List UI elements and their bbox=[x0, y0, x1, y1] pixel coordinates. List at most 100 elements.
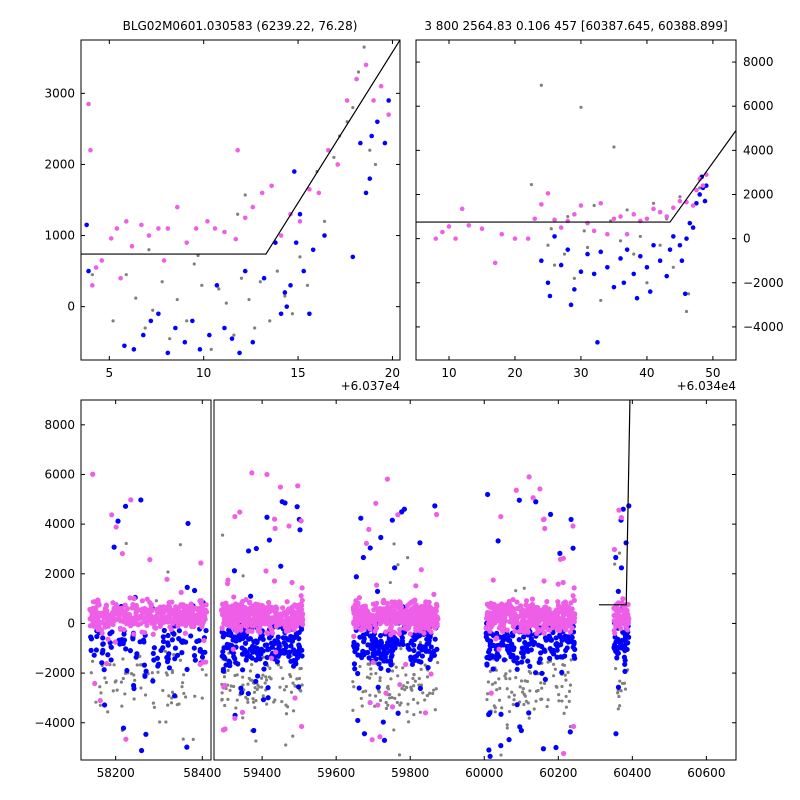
blue-point bbox=[291, 169, 297, 174]
blue-point bbox=[595, 340, 600, 345]
blue-point bbox=[432, 636, 438, 642]
gray-point bbox=[523, 694, 527, 698]
pink-point bbox=[178, 621, 185, 627]
gray-point bbox=[284, 712, 289, 716]
gray-point bbox=[278, 685, 282, 689]
gray-point bbox=[232, 684, 236, 689]
pink-point bbox=[129, 605, 135, 611]
pink-point bbox=[354, 76, 359, 82]
pink-point bbox=[490, 577, 496, 583]
pink-point bbox=[380, 606, 387, 612]
blue-point bbox=[100, 635, 106, 641]
pink-point bbox=[103, 602, 110, 608]
gray-point bbox=[284, 684, 288, 689]
blue-point bbox=[297, 211, 303, 217]
blue-point bbox=[365, 642, 371, 648]
x-tick-label: 58200 bbox=[97, 766, 135, 780]
gray-point bbox=[246, 784, 249, 787]
blue-point bbox=[229, 336, 235, 341]
gray-point bbox=[366, 662, 370, 666]
blue-point bbox=[612, 634, 618, 640]
pink-point bbox=[203, 659, 209, 665]
blue-point bbox=[272, 640, 278, 647]
gray-point bbox=[275, 269, 279, 273]
pink-point bbox=[269, 607, 276, 613]
gray-point bbox=[254, 739, 258, 743]
gray-point bbox=[562, 252, 567, 256]
gray-point bbox=[384, 700, 388, 705]
gray-point bbox=[522, 702, 526, 707]
axes-frame bbox=[80, 399, 212, 761]
pink-point bbox=[557, 556, 564, 562]
pink-point bbox=[325, 147, 331, 153]
pink-point bbox=[104, 608, 110, 614]
panel-top-right: 10 20 30 40 50 −4000 −2000 0 2000 4000 6000 8000 +6.… bbox=[415, 39, 784, 393]
blue-point bbox=[124, 667, 130, 674]
blue-point bbox=[378, 534, 384, 541]
pink-point bbox=[623, 623, 629, 629]
blue-point bbox=[261, 666, 267, 672]
blue-point bbox=[352, 666, 358, 672]
gray-point bbox=[486, 692, 490, 696]
pink-point bbox=[700, 183, 706, 188]
gray-point bbox=[485, 697, 489, 702]
pink-point bbox=[618, 625, 624, 631]
gray-point bbox=[557, 699, 561, 703]
gray-point bbox=[261, 694, 265, 698]
pink-point bbox=[252, 614, 259, 621]
pink-point bbox=[405, 622, 411, 628]
blue-point bbox=[679, 258, 685, 263]
gray-point bbox=[351, 105, 355, 110]
blue-point bbox=[265, 685, 271, 691]
gray-point bbox=[396, 674, 400, 678]
gray-point bbox=[386, 703, 390, 707]
gray-point bbox=[295, 677, 299, 681]
blue-point bbox=[176, 628, 182, 634]
gray-point bbox=[241, 716, 245, 720]
pink-point bbox=[255, 602, 261, 608]
gray-point bbox=[388, 580, 392, 585]
gray-point bbox=[503, 674, 507, 678]
pink-point bbox=[264, 471, 270, 478]
blue-point bbox=[553, 635, 559, 641]
blue-point bbox=[297, 527, 303, 533]
gray-point bbox=[369, 667, 373, 671]
gray-point bbox=[434, 687, 438, 691]
blue-point bbox=[99, 660, 105, 666]
pink-point bbox=[168, 611, 174, 617]
gray-point bbox=[532, 707, 536, 711]
pink-point bbox=[165, 617, 171, 623]
blue-point bbox=[239, 651, 246, 657]
pink-point bbox=[524, 620, 530, 626]
pink-point bbox=[541, 630, 547, 636]
pink-point bbox=[344, 98, 350, 103]
gray-point bbox=[264, 678, 269, 682]
pink-point bbox=[140, 614, 146, 621]
y-tick-label: −4000 bbox=[34, 716, 75, 730]
plot-area bbox=[81, 40, 400, 356]
blue-point bbox=[254, 646, 260, 653]
pink-point bbox=[266, 605, 272, 611]
pink-point bbox=[509, 611, 515, 618]
blue-point bbox=[364, 787, 369, 792]
gray-point bbox=[374, 671, 378, 676]
gray-point bbox=[507, 695, 511, 699]
pink-point bbox=[150, 631, 156, 637]
gray-point bbox=[684, 309, 689, 314]
blue-point bbox=[521, 634, 527, 640]
gray-point bbox=[168, 337, 172, 341]
blue-point bbox=[292, 659, 298, 665]
gray-point bbox=[413, 679, 417, 683]
blue-point bbox=[567, 729, 573, 735]
blue-point bbox=[494, 656, 500, 662]
blue-point bbox=[622, 642, 628, 648]
blue-point bbox=[485, 491, 491, 498]
blue-point bbox=[564, 645, 570, 651]
pink-point bbox=[483, 615, 490, 621]
blue-point bbox=[494, 630, 500, 636]
pink-point bbox=[245, 628, 251, 635]
gray-point bbox=[618, 679, 622, 683]
blue-point bbox=[415, 651, 422, 657]
pink-point bbox=[146, 233, 152, 238]
pink-point bbox=[514, 605, 520, 612]
